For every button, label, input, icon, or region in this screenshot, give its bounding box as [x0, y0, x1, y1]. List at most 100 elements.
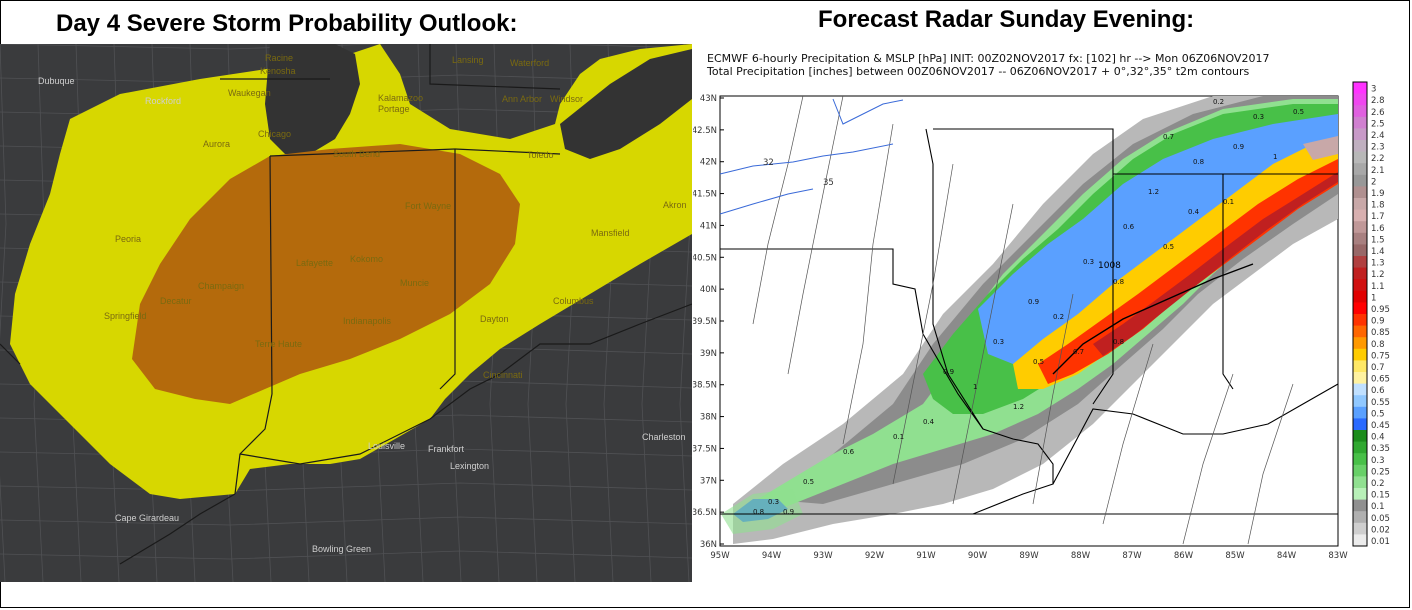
colorbar-label: 0.35	[1371, 444, 1390, 454]
colorbar-swatch	[1353, 105, 1367, 118]
colorbar-label: 1.7	[1371, 212, 1385, 222]
cold-temp-contours	[719, 98, 904, 215]
colorbar-label: 2.8	[1371, 96, 1385, 106]
colorbar-swatch	[1353, 395, 1367, 408]
colorbar-swatch	[1353, 140, 1367, 153]
colorbar-label: 2	[1371, 177, 1376, 187]
city-label-waukegan: Waukegan	[228, 88, 271, 98]
colorbar-label: 0.8	[1371, 340, 1385, 350]
precip-value-label: 0.9	[1233, 143, 1244, 151]
colorbar-swatch	[1353, 209, 1367, 222]
lat-tick-label: 37.5N	[693, 444, 717, 454]
city-label-aurora: Aurora	[203, 139, 230, 149]
precip-value-label: 0.3	[1253, 113, 1264, 121]
city-label-frankfort: Frankfort	[428, 444, 465, 454]
lon-tick-label: 94W	[762, 551, 782, 561]
colorbar-swatch	[1353, 93, 1367, 106]
precip-value-label: 0.5	[1033, 358, 1044, 366]
city-label-terre-haute: Terre Haute	[255, 339, 302, 349]
colorbar-swatch	[1353, 128, 1367, 141]
lon-tick-label: 92W	[865, 551, 885, 561]
county-line	[0, 550, 693, 560]
precip-value-label: 0.3	[993, 338, 1004, 346]
city-label-lafayette: Lafayette	[296, 258, 333, 268]
lat-tick-label: 42N	[700, 158, 717, 168]
precip-colorbar: 32.8 2.62.5 2.4 2.32.2 2.12 1.9 1.81.7 1.61.5 1.…	[1352, 81, 1390, 547]
lon-tick-label: 85W	[1225, 551, 1245, 561]
longitude-axis: 95W 94W 93W 92W 91W 90W 89W 88W 87W 86W 85W 84W 83W	[710, 551, 1348, 561]
precip-field	[721, 96, 1338, 544]
lat-tick-label: 41N	[700, 221, 717, 231]
isobar-label: 1008	[1098, 261, 1121, 271]
lat-tick-label: 37N	[700, 476, 717, 486]
city-label-mansfield: Mansfield	[591, 228, 630, 238]
colorbar-swatch	[1353, 418, 1367, 431]
city-label-windsor: Windsor	[550, 94, 583, 104]
colorbar-label: 1.4	[1371, 247, 1385, 257]
precip-value-label: 0.5	[803, 478, 814, 486]
city-label-louisville: Louisville	[368, 441, 405, 451]
city-label-rockford: Rockford	[145, 96, 181, 106]
county-line	[0, 516, 693, 526]
colorbar-swatch	[1353, 522, 1367, 535]
lon-tick-label: 89W	[1019, 551, 1039, 561]
city-label-indianapolis: Indianapolis	[343, 316, 392, 326]
colorbar-label: 0.65	[1371, 375, 1390, 385]
colorbar-swatch	[1353, 302, 1367, 315]
city-label-columbus: Columbus	[553, 296, 594, 306]
city-label-dayton: Dayton	[480, 314, 509, 324]
colorbar-label: 1.9	[1371, 189, 1385, 199]
isobar-1008	[1052, 263, 1254, 375]
colorbar-label: 1.2	[1371, 270, 1385, 280]
city-label-decatur: Decatur	[160, 296, 192, 306]
precip-value-label: 0.3	[768, 498, 779, 506]
colorbar-swatch	[1353, 337, 1367, 350]
colorbar-label: 0.85	[1371, 328, 1390, 338]
colorbar-swatch	[1353, 499, 1367, 512]
colorbar-swatch	[1353, 511, 1367, 524]
precip-value-label: 0.8	[1113, 338, 1124, 346]
city-label-akron: Akron	[663, 200, 687, 210]
colorbar-swatch	[1353, 163, 1367, 176]
lat-tick-label: 38N	[700, 413, 717, 423]
city-label-dubuque: Dubuque	[38, 76, 75, 86]
colorbar-label: 0.55	[1371, 398, 1390, 408]
lat-tick-label: 36.5N	[693, 508, 717, 518]
colorbar-label: 2.2	[1371, 154, 1385, 164]
colorbar-swatch	[1353, 534, 1367, 547]
lon-tick-label: 95W	[710, 551, 730, 561]
city-label-kokomo: Kokomo	[350, 254, 383, 264]
colorbar-swatch	[1353, 441, 1367, 454]
colorbar-swatch	[1353, 372, 1367, 385]
city-label-cincinnati: Cincinnati	[483, 370, 523, 380]
lake-erie	[560, 49, 692, 159]
temperature-contours	[752, 95, 1294, 545]
colorbar-label: 0.5	[1371, 409, 1385, 419]
precip-value-label: 0.8	[753, 508, 764, 516]
model-header-line-2: Total Precipitation [inches] between 00Z…	[707, 65, 1250, 78]
precip-value-label: 1	[973, 383, 977, 391]
precip-value-label: 0.7	[1073, 348, 1084, 356]
colorbar-swatch	[1353, 348, 1367, 361]
precip-value-label: 0.4	[1188, 208, 1200, 216]
colorbar-label: 0.3	[1371, 456, 1385, 466]
city-label-kalamazoo: Kalamazoo	[378, 93, 423, 103]
colorbar-label: 2.6	[1371, 108, 1385, 118]
city-labels: Dubuque Racine Kenosha Waukegan Rockford Lans…	[38, 53, 687, 554]
lon-tick-label: 88W	[1071, 551, 1091, 561]
colorbar-swatch	[1353, 430, 1367, 443]
lat-tick-label: 42.5N	[693, 126, 717, 136]
city-label-muncie: Muncie	[400, 278, 429, 288]
colorbar-label: 1.6	[1371, 224, 1385, 234]
right-panel-title: Forecast Radar Sunday Evening:	[818, 6, 1195, 33]
colorbar-swatch	[1353, 279, 1367, 292]
colorbar-label: 2.3	[1371, 143, 1385, 153]
colorbar-label: 0.05	[1371, 514, 1390, 524]
city-label-toledo: Toledo	[527, 150, 554, 160]
colorbar-swatch	[1353, 244, 1367, 257]
precip-value-label: 0.6	[1123, 223, 1135, 231]
colorbar-swatch	[1353, 256, 1367, 269]
county-line	[0, 43, 7, 583]
forecast-state-borders	[720, 128, 1339, 515]
city-label-chicago: Chicago	[258, 129, 291, 139]
